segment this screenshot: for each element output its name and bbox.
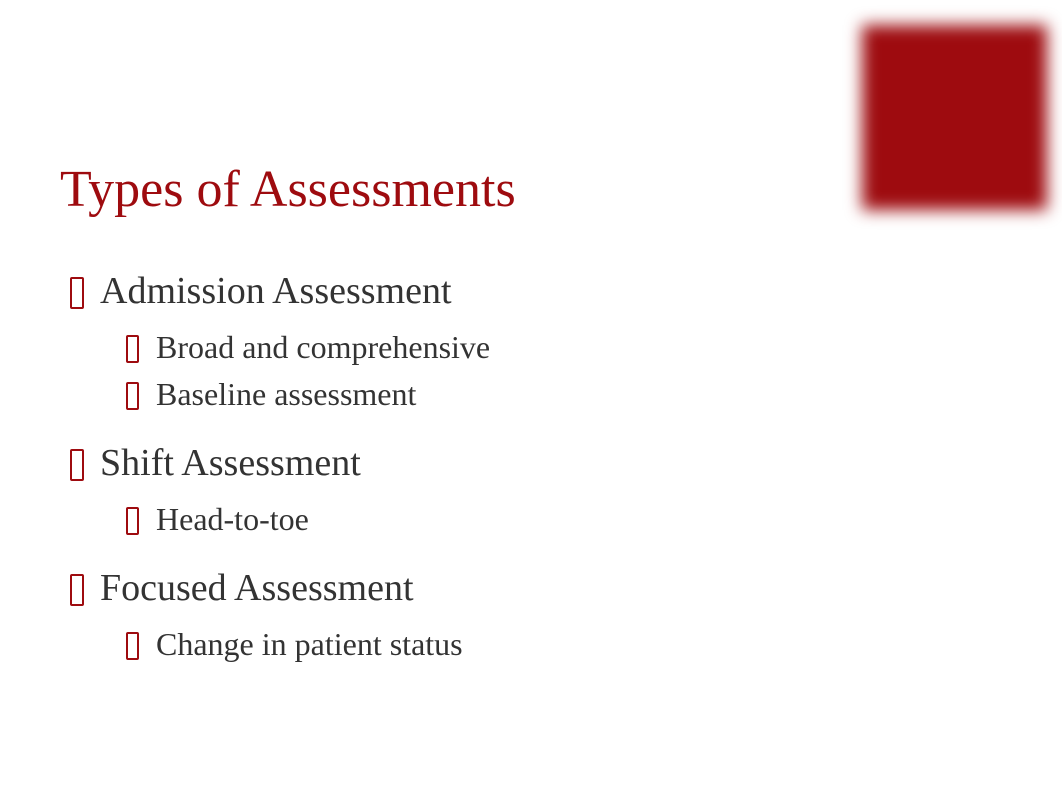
decorative-square	[862, 25, 1047, 210]
sub-item: Head-to-toe	[120, 501, 1002, 538]
list-item: Focused Assessment Change in patient sta…	[60, 566, 1002, 663]
main-item-label: Shift Assessment	[60, 441, 1002, 485]
main-item-label: Admission Assessment	[60, 269, 1002, 313]
list-item: Shift Assessment Head-to-toe	[60, 441, 1002, 538]
slide-title: Types of Assessments	[60, 160, 1002, 219]
sub-item: Broad and comprehensive	[120, 329, 1002, 366]
sub-item: Baseline assessment	[120, 376, 1002, 413]
sub-list: Change in patient status	[60, 626, 1002, 663]
sub-item: Change in patient status	[120, 626, 1002, 663]
sub-list: Head-to-toe	[60, 501, 1002, 538]
list-item: Admission Assessment Broad and comprehen…	[60, 269, 1002, 413]
main-list: Admission Assessment Broad and comprehen…	[60, 269, 1002, 663]
main-item-label: Focused Assessment	[60, 566, 1002, 610]
sub-list: Broad and comprehensive Baseline assessm…	[60, 329, 1002, 413]
